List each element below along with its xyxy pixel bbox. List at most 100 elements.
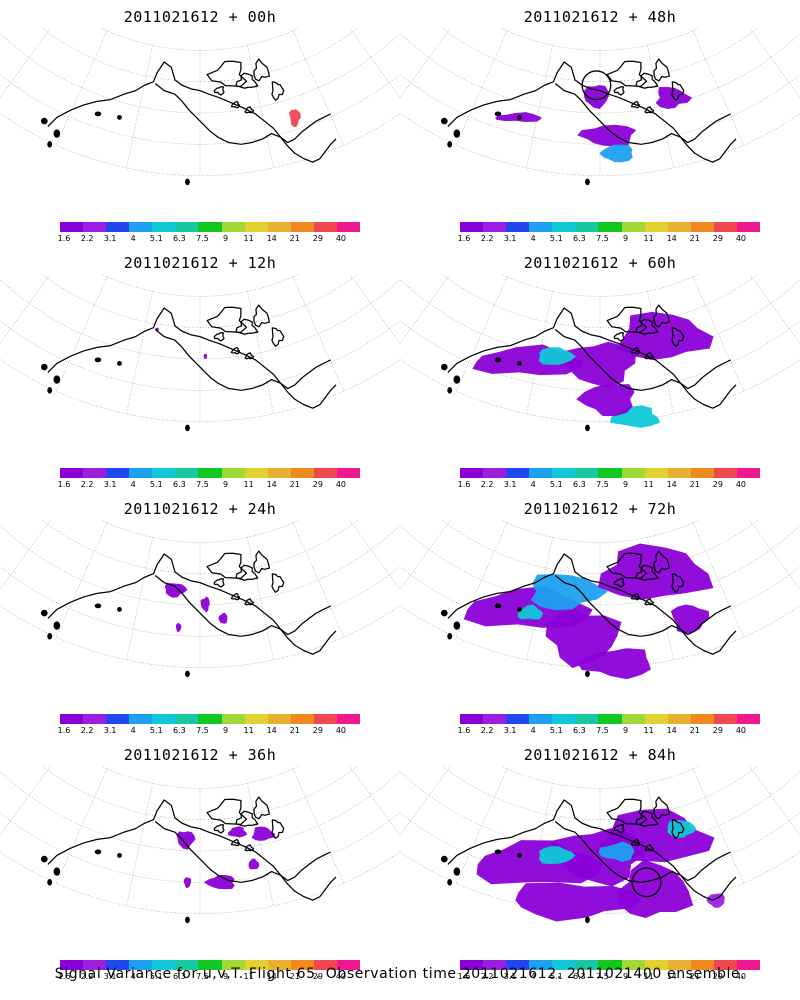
colorbar-label: 5.1	[549, 480, 563, 489]
lat-lon-grid	[400, 28, 800, 176]
colorbar-swatch	[336, 222, 361, 232]
colorbar-swatch	[690, 468, 714, 478]
variance-shading	[495, 85, 693, 163]
colorbar-label: 1.6	[457, 480, 471, 489]
colorbar-label: 2.2	[80, 972, 94, 981]
colorbar-label: 40	[735, 972, 747, 981]
panel-title: 2011021612 + 84h	[523, 746, 677, 764]
colorbar-swatch	[483, 222, 507, 232]
colorbar-label: 9	[622, 726, 629, 735]
colorbar-swatch	[598, 714, 622, 724]
map-panel-0h: 2011021612 + 00h 1.6 2.2 3.1 4 5.1 6.3 7.5 9 11 14…	[0, 0, 400, 246]
coastline	[41, 58, 337, 186]
variance-region	[200, 596, 210, 613]
colorbar-swatch	[106, 222, 130, 232]
colorbar-label: 21	[289, 234, 300, 243]
colorbar-label: 11	[243, 972, 254, 981]
colorbar-label: 3.1	[503, 972, 517, 981]
colorbar-label: 2.2	[480, 480, 494, 489]
colorbar-swatch	[667, 222, 691, 232]
colorbar-label: 6.3	[173, 726, 186, 735]
colorbar-swatch	[621, 714, 645, 724]
colorbar-swatch	[736, 714, 761, 724]
variance-map	[400, 520, 800, 680]
colorbar-label: 14	[266, 726, 277, 735]
colorbar-swatch	[244, 222, 268, 232]
colorbar-swatch	[106, 714, 130, 724]
colorbar-label: 1.6	[457, 972, 471, 981]
colorbar-label: 9	[222, 972, 229, 981]
observation-circle	[631, 867, 662, 898]
colorbar-swatch	[506, 468, 530, 478]
colorbar-swatch	[129, 960, 153, 970]
colorbar-label: 2.2	[80, 480, 94, 489]
colorbar-swatch	[667, 960, 691, 970]
colorbar-swatch	[290, 960, 314, 970]
colorbar-label: 7.5	[596, 972, 609, 981]
colorbar-label: 5.1	[549, 726, 563, 735]
colorbar-swatch	[313, 468, 337, 478]
colorbar-swatch	[129, 714, 153, 724]
colorbar-label: 11	[643, 480, 654, 489]
colorbar-swatch	[552, 714, 576, 724]
variance-region	[617, 859, 694, 919]
variance-shading	[164, 582, 228, 633]
colorbar-swatch	[644, 960, 668, 970]
coastline	[41, 796, 337, 924]
variance-region	[706, 893, 725, 908]
colorbar-swatch	[713, 960, 737, 970]
colorbar-label: 3.1	[103, 972, 117, 981]
colorbar-label: 14	[666, 726, 677, 735]
colorbar-swatch	[175, 960, 199, 970]
variance-region	[227, 826, 247, 838]
colorbar-label: 5.1	[149, 234, 163, 243]
colorbar-label: 11	[643, 726, 654, 735]
colorbar-swatch	[483, 714, 507, 724]
colorbar: 1.6 2.2 3.1 4 5.1 6.3 7.5 9 11 14 21 29 40	[58, 714, 362, 738]
colorbar-label: 5.1	[549, 972, 563, 981]
colorbar-swatch	[106, 468, 130, 478]
colorbar-label: 40	[335, 480, 347, 489]
colorbar-swatch	[336, 714, 361, 724]
colorbar-label: 7.5	[196, 480, 209, 489]
colorbar-label: 29	[712, 480, 723, 489]
variance-map	[0, 766, 400, 924]
variance-region	[598, 841, 635, 862]
colorbar-swatch	[313, 960, 337, 970]
colorbar-label: 7.5	[196, 972, 209, 981]
colorbar-label: 29	[312, 726, 323, 735]
map-panel-72h: 2011021612 + 72h 1.6 2.2 3.1 4 5.1 6.3 7.5 9 11 14…	[400, 492, 800, 738]
colorbar-swatch	[267, 714, 291, 724]
map-panel-48h: 2011021612 + 48h 1.6 2.2 3.1 4 5.1 6.3 7.5 9 11 14…	[400, 0, 800, 246]
colorbar: 1.6 2.2 3.1 4 5.1 6.3 7.5 9 11 14 21 29 40	[57, 960, 362, 984]
colorbar-label: 1.6	[57, 972, 71, 981]
colorbar-swatch	[198, 714, 222, 724]
colorbar-label: 40	[335, 234, 347, 243]
colorbar-swatch	[198, 960, 222, 970]
colorbar-swatch	[175, 714, 199, 724]
variance-region	[175, 622, 182, 633]
variance-region	[538, 347, 576, 365]
colorbar-label: 7.5	[196, 726, 209, 735]
colorbar-swatch	[198, 468, 222, 478]
colorbar-swatch	[644, 468, 668, 478]
coastline	[41, 304, 337, 432]
colorbar-swatch	[221, 222, 245, 232]
colorbar-swatch	[83, 960, 107, 970]
colorbar-swatch	[106, 960, 130, 970]
variance-map	[0, 274, 400, 432]
colorbar-swatch	[198, 222, 222, 232]
colorbar-label: 2.2	[80, 234, 94, 243]
variance-map	[0, 28, 400, 186]
colorbar-swatch	[221, 468, 245, 478]
colorbar-swatch	[529, 468, 553, 478]
variance-map	[400, 28, 800, 186]
colorbar-swatch	[667, 714, 691, 724]
colorbar: 1.6 2.2 3.1 4 5.1 6.3 7.5 9 11 14 21 29 40	[458, 714, 762, 738]
colorbar-label: 9	[622, 972, 629, 981]
colorbar-label: 21	[689, 234, 700, 243]
colorbar-label: 4	[530, 480, 536, 489]
colorbar-label: 3.1	[103, 480, 117, 489]
colorbar: 1.6 2.2 3.1 4 5.1 6.3 7.5 9 11 14 21 29 40	[458, 222, 762, 246]
